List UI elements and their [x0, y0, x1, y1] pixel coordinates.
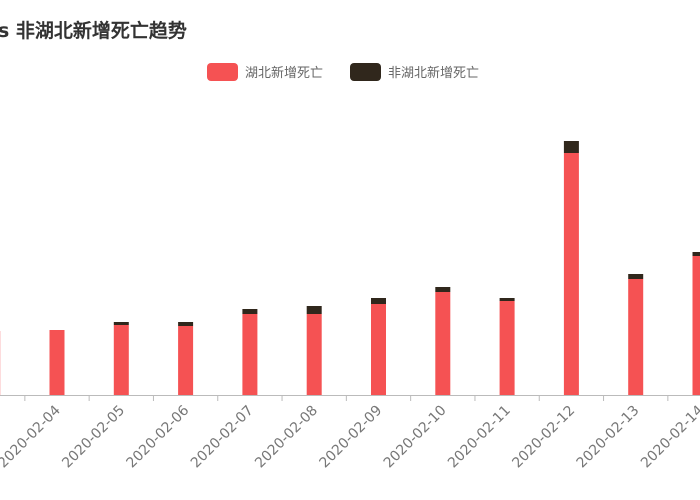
bar-hubei-2020-02-04 [49, 330, 65, 395]
bar-hubei-2020-02-06 [178, 326, 194, 395]
bar-non-hubei-2020-02-05 [113, 322, 129, 325]
x-tick-label: 2020-02-07 [188, 403, 257, 472]
bar-non-hubei-2020-02-14 [692, 252, 700, 256]
bar-hubei-2020-02-09 [371, 304, 386, 395]
bar-non-hubei-2020-02-09 [371, 298, 386, 304]
legend-swatch-hubei [207, 62, 238, 81]
bar-non-hubei-2020-02-10 [435, 287, 451, 292]
bar-non-hubei-2020-02-13 [628, 274, 644, 279]
bar-hubei-2020-02-14 [692, 256, 700, 395]
legend-label-non-hubei: 非湖北新增死亡 [388, 66, 480, 81]
bar-hubei-2020-02-12 [563, 153, 579, 395]
x-tick-label: 2020-02-05 [59, 403, 128, 472]
x-tick-label: 2020-02-13 [574, 403, 643, 472]
bar-hubei-2020-02-10 [435, 292, 451, 395]
x-tick-label: 2020-02-14 [638, 402, 700, 471]
legend-swatch-non-hubei [350, 62, 381, 81]
bar-non-hubei-2020-02-11 [499, 298, 515, 301]
bar-hubei-2020-02-11 [499, 301, 515, 395]
bar-non-hubei-2020-02-06 [178, 322, 194, 326]
bar-non-hubei-2020-02-12 [563, 141, 579, 153]
bar-hubei-2020-02-07 [242, 314, 258, 395]
bar-hubei-2020-02-08 [306, 314, 322, 395]
x-tick-label: 2020-02-06 [124, 402, 193, 471]
legend-item-non-hubei[interactable]: 非湖北新增死亡 [350, 62, 479, 81]
x-tick-label: 2020-02-11 [445, 403, 514, 472]
legend-label-hubei: 湖北新增死亡 [245, 66, 324, 81]
x-tick-label: 2020-02-10 [381, 403, 450, 472]
x-tick-label: 2020-02-04 [0, 402, 64, 471]
x-tick-label: 2020-02-08 [252, 403, 321, 472]
x-tick-label: 2020-02-09 [316, 403, 385, 472]
bar-hubei-2020-02-05 [113, 325, 129, 395]
x-tick-label: 2020-02-12 [509, 403, 578, 472]
chart-title: s 非湖北新增死亡趋势 [0, 20, 187, 42]
bar-hubei-2020-02-13 [628, 279, 644, 395]
legend-item-hubei[interactable]: 湖北新增死亡 [207, 62, 323, 81]
bar-non-hubei-2020-02-07 [242, 309, 258, 314]
bar-non-hubei-2020-02-08 [306, 306, 322, 314]
